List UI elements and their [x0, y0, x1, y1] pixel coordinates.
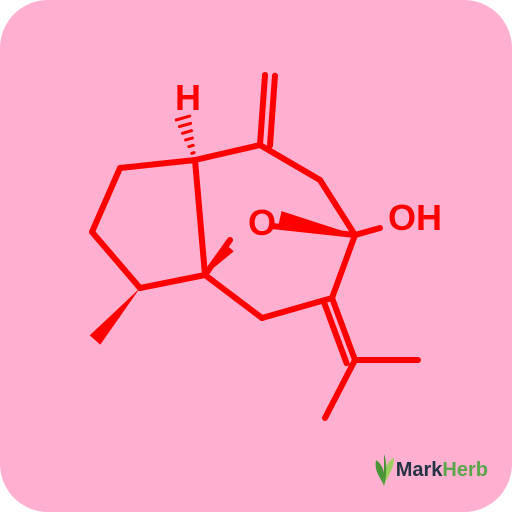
leaf-icon: [370, 452, 398, 488]
atom-label-O: O: [248, 202, 276, 243]
logo: MarkHerb: [370, 452, 488, 488]
chemical-structure: H O OH: [0, 0, 512, 512]
card: H O OH MarkHerb: [0, 0, 512, 512]
atom-label-OH: OH: [388, 197, 442, 238]
logo-text-herb: Herb: [442, 459, 488, 482]
logo-text-mark: Mark: [396, 459, 443, 482]
atom-label-H: H: [175, 77, 201, 118]
